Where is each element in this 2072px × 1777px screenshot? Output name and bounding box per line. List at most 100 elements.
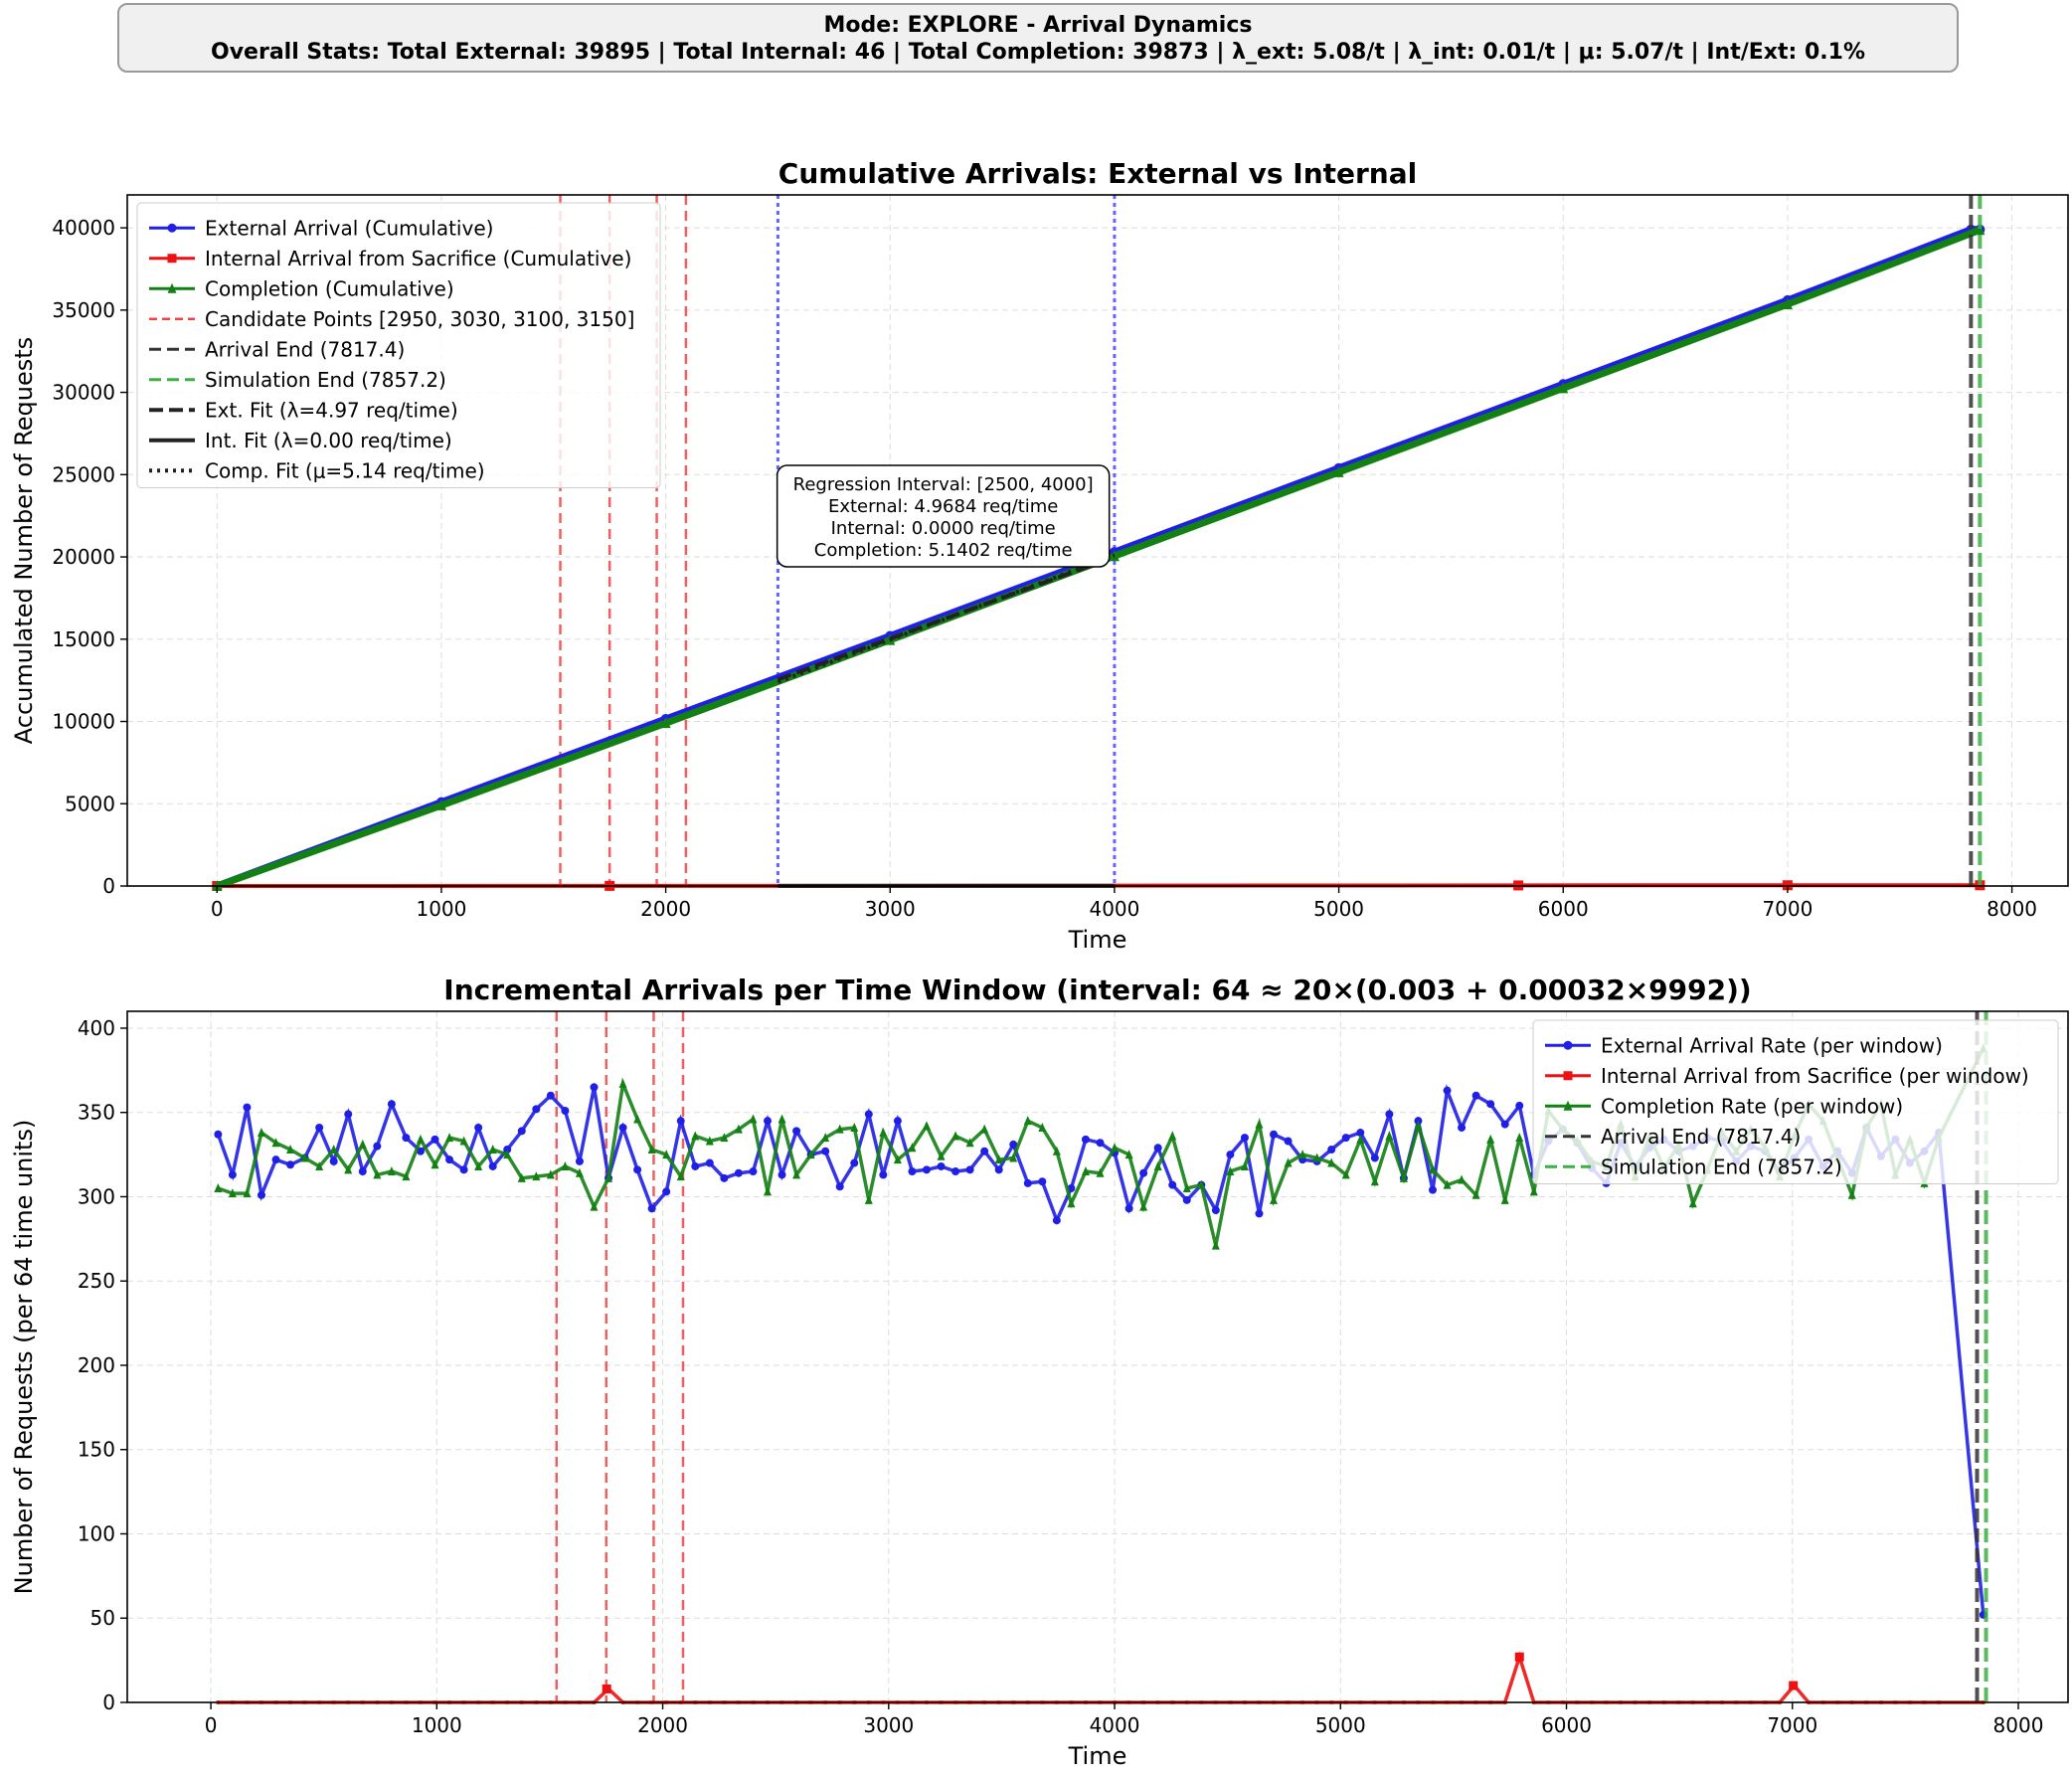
completion-rate-point (1111, 1143, 1120, 1153)
external-rate-point (459, 1165, 468, 1174)
external-rate-point (951, 1167, 960, 1176)
series-point-2 (1333, 465, 1344, 477)
completion-rate-point (344, 1164, 353, 1174)
external-rate-point (908, 1167, 917, 1176)
external-rate-point (1500, 1120, 1509, 1129)
legend-marker (1563, 1100, 1573, 1111)
y-tick-label: 50 (90, 1606, 115, 1630)
x-tick-label: 4000 (1090, 1713, 1140, 1737)
y-tick-label: 30000 (52, 381, 115, 405)
completion-rate-point (908, 1143, 917, 1153)
banner-overall-stats: Overall Stats: Total External: 39895 | T… (211, 40, 1865, 65)
legend-label: Internal Arrival from Sacrifice (Cumulat… (205, 247, 631, 270)
external-rate-point (691, 1161, 700, 1170)
completion-rate-point (300, 1153, 309, 1162)
external-rate-point (1038, 1177, 1047, 1186)
y-tick-label: 40000 (52, 216, 115, 240)
completion-rate-point (532, 1171, 541, 1181)
completion-rate-point (1081, 1166, 1090, 1176)
completion-rate-point (271, 1138, 280, 1148)
external-rate-point (344, 1110, 353, 1119)
completion-rate-point (604, 1172, 613, 1182)
external-rate-point (1428, 1185, 1437, 1194)
completion-rate-point (431, 1159, 439, 1169)
completion-rate-point (705, 1136, 714, 1146)
series-line-0 (216, 226, 1981, 890)
completion-rate-point (358, 1139, 367, 1149)
external-rate-point (821, 1147, 830, 1155)
completion-rate-point (1443, 1179, 1452, 1189)
completion-rate-point (1226, 1166, 1235, 1176)
completion-rate-point (1298, 1150, 1307, 1159)
legend-marker (167, 254, 177, 264)
completion-rate-point (618, 1078, 627, 1088)
completion-rate-point (937, 1151, 946, 1160)
legend-label: Arrival End (7817.4) (205, 337, 405, 361)
external-rate-point (1341, 1134, 1350, 1143)
external-rate-point (850, 1158, 859, 1167)
series-point-2 (435, 799, 446, 810)
external-rate-point (431, 1135, 439, 1144)
external-rate-point (1168, 1180, 1177, 1189)
external-rate-point (1023, 1178, 1032, 1187)
x-tick-label: 6000 (1541, 1713, 1592, 1737)
external-rate-point (922, 1165, 931, 1174)
legend-label: Completion Rate (per window) (1601, 1094, 1903, 1118)
completion-rate-point (835, 1124, 844, 1134)
external-rate-point (1255, 1209, 1264, 1218)
stats-banner: Mode: EXPLORE - Arrival Dynamics Overall… (117, 3, 1959, 73)
chart1-axes-frame (126, 194, 2069, 887)
chart2-axes-frame (126, 1010, 2069, 1703)
x-tick-label: 1000 (416, 897, 466, 921)
completion-rate-point (474, 1160, 483, 1170)
y-tick-label: 5000 (65, 792, 115, 815)
external-rate-point (879, 1170, 888, 1179)
external-rate-point (1226, 1151, 1235, 1159)
external-rate-point (561, 1107, 570, 1116)
external-rate-point (315, 1123, 324, 1132)
completion-rate-point (1356, 1134, 1365, 1144)
completion-rate-point (1370, 1176, 1379, 1186)
banner-mode-title: Mode: EXPLORE - Arrival Dynamics (823, 13, 1253, 38)
completion-rate-point (561, 1160, 570, 1170)
x-tick-label: 3000 (863, 1713, 914, 1737)
completion-rate-point (777, 1114, 786, 1124)
chart2-legend: External Arrival Rate (per window) Intern… (1532, 1019, 2059, 1184)
completion-rate-point (517, 1172, 526, 1182)
external-rate-point (1096, 1139, 1105, 1148)
completion-rate-point (387, 1166, 396, 1176)
completion-rate-point (821, 1133, 830, 1143)
completion-rate-point (1240, 1160, 1249, 1170)
external-rate-point (387, 1100, 396, 1109)
completion-rate-point (1399, 1172, 1408, 1182)
x-tick-label: 0 (211, 897, 224, 921)
external-rate-point (1153, 1144, 1162, 1153)
y-tick-label: 300 (78, 1184, 115, 1208)
completion-rate-point (662, 1150, 671, 1159)
completion-rate-point (850, 1122, 859, 1132)
external-rate-point (1270, 1130, 1279, 1139)
external-rate-point (1052, 1216, 1061, 1225)
external-rate-point (1211, 1206, 1220, 1215)
external-rate-point (1009, 1140, 1018, 1149)
external-rate-point (590, 1083, 599, 1092)
y-tick-label: 0 (102, 1690, 115, 1714)
external-rate-point (864, 1110, 873, 1119)
completion-rate-point (315, 1160, 324, 1170)
external-rate-point (1458, 1123, 1467, 1132)
external-rate-point (402, 1134, 411, 1143)
chart1-legend: External Arrival (Cumulative) Internal Ar… (136, 202, 661, 488)
completion-rate-point (1414, 1121, 1423, 1131)
y-tick-label: 400 (78, 1016, 115, 1040)
legend-label: Simulation End (7857.2) (205, 368, 446, 392)
external-rate-point (1139, 1168, 1148, 1177)
external-rate-point (575, 1156, 584, 1165)
external-rate-point (474, 1123, 483, 1132)
completion-rate-point (1471, 1189, 1480, 1199)
completion-rate-point (1038, 1122, 1047, 1132)
external-fit-line (777, 555, 1116, 682)
legend-label: Internal Arrival from Sacrifice (per win… (1601, 1064, 2029, 1088)
completion-rate-point (243, 1188, 252, 1198)
external-rate-point (792, 1127, 801, 1136)
external-rate-point (647, 1204, 656, 1213)
